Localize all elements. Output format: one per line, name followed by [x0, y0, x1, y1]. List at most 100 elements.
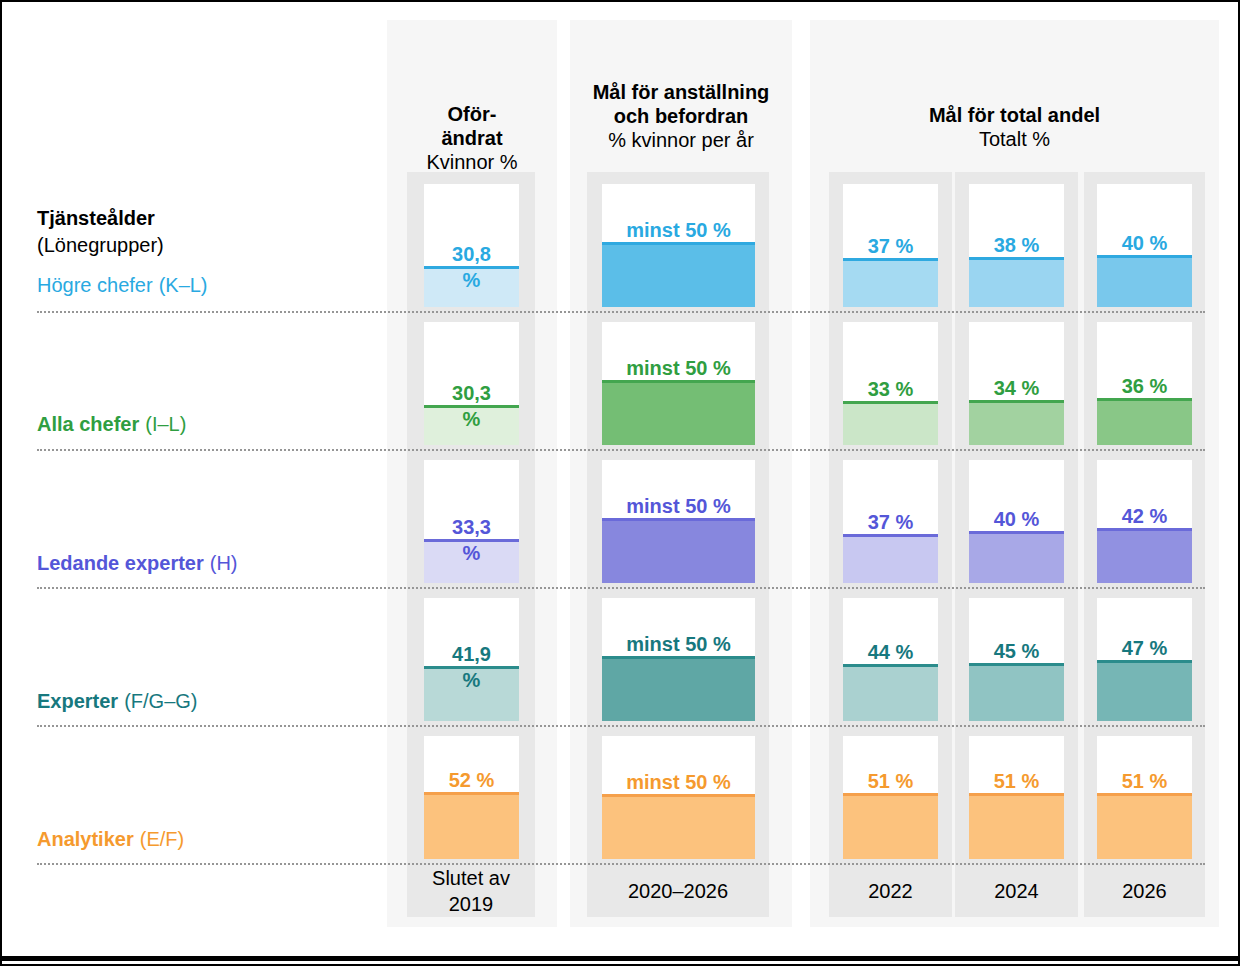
bar-fill: [843, 404, 938, 445]
bar-top-line: [1097, 398, 1192, 401]
column-group-header-line: Mål för total andel: [810, 103, 1219, 127]
bar-value-unit-label: %: [424, 409, 519, 430]
column-footer-line: 2024: [994, 878, 1039, 904]
bar-top-line: [843, 401, 938, 404]
bar-cell: 33 %: [843, 322, 938, 445]
bar-cell: 42 %: [1097, 460, 1192, 583]
bar-cell: minst 50 %: [602, 322, 755, 445]
bar-value-label: 34 %: [969, 377, 1064, 399]
row-label: Analytiker (E/F): [37, 828, 184, 850]
bar-value-label: 33 %: [843, 378, 938, 400]
bar-top-line: [1097, 528, 1192, 531]
bar-top-line: [1097, 793, 1192, 796]
row-separator-dotted-line: [37, 311, 1205, 313]
bar-cell: minst 50 %: [602, 736, 755, 859]
column-footer-line: Slutet av: [432, 865, 510, 891]
bar-fill: [602, 245, 755, 307]
bar-value-label: 40 %: [1097, 232, 1192, 254]
bar-fill: [1097, 663, 1192, 721]
bar-fill: [1097, 531, 1192, 583]
column-group-header-line: % kvinnor per år: [570, 128, 792, 152]
column-footer: 2020–2026: [587, 866, 769, 916]
column-group-header: Mål för anställningoch befordran% kvinno…: [570, 80, 792, 152]
column-footer-line: 2022: [868, 878, 913, 904]
bar-top-line: [843, 793, 938, 796]
bar-fill: [602, 797, 755, 859]
bar-cell: 37 %: [843, 460, 938, 583]
column-group-header-line: Kvinnor %: [387, 150, 557, 174]
column-group-header-line: ändrat: [387, 126, 557, 150]
bar-cell: 30,3%: [424, 322, 519, 445]
column-group-header: Mål för total andelTotalt %: [810, 103, 1219, 151]
bar-cell: 33,3%: [424, 460, 519, 583]
row-label: Högre chefer(K–L): [37, 274, 208, 296]
bar-value-label: 37 %: [843, 511, 938, 533]
bar-value-label: 51 %: [1097, 770, 1192, 792]
column-group-header-line: och befordran: [570, 104, 792, 128]
bar-top-line: [969, 793, 1064, 796]
bar-top-line: [969, 531, 1064, 534]
bar-cell: 47 %: [1097, 598, 1192, 721]
bar-value-label: minst 50 %: [602, 219, 755, 241]
bar-value-unit-label: %: [424, 270, 519, 291]
bar-cell: 41,9%: [424, 598, 519, 721]
bar-cell: 30,8%: [424, 184, 519, 307]
row-label-suffix: (E/F): [140, 828, 184, 850]
bar-top-line: [1097, 660, 1192, 663]
bar-top-line: [843, 534, 938, 537]
bar-value-unit-label: %: [424, 670, 519, 691]
row-label: Experter (F/G–G): [37, 690, 198, 712]
bar-value-label: 30,8: [424, 243, 519, 265]
bar-fill: [843, 261, 938, 307]
row-axis-title-main: Tjänsteålder: [37, 205, 164, 232]
bar-fill: [1097, 401, 1192, 445]
bar-cell: 45 %: [969, 598, 1064, 721]
row-label-name: Analytiker: [37, 828, 134, 850]
bar-fill: [1097, 796, 1192, 859]
bar-value-label: 52 %: [424, 769, 519, 791]
bar-cell: 51 %: [1097, 736, 1192, 859]
bar-value-label: 51 %: [843, 770, 938, 792]
bar-fill: [843, 667, 938, 721]
bar-value-label: 51 %: [969, 770, 1064, 792]
bar-cell: 51 %: [969, 736, 1064, 859]
bar-cell: minst 50 %: [602, 460, 755, 583]
bar-cell: minst 50 %: [602, 598, 755, 721]
bar-top-line: [602, 656, 755, 659]
column-group-header-line: Totalt %: [810, 127, 1219, 151]
bar-value-label: 44 %: [843, 641, 938, 663]
row-axis-title-sub: (Lönegrupper): [37, 232, 164, 259]
bar-fill: [843, 537, 938, 583]
bar-cell: 40 %: [1097, 184, 1192, 307]
bar-fill: [969, 534, 1064, 583]
gender-targets-chart: Tjänsteålder (Lönegrupper) Oför-ändratKv…: [0, 0, 1240, 966]
bar-value-label: minst 50 %: [602, 357, 755, 379]
bar-top-line: [602, 380, 755, 383]
bar-top-line: [843, 664, 938, 667]
bar-value-label: 33,3: [424, 516, 519, 538]
row-axis-title: Tjänsteålder (Lönegrupper): [37, 205, 164, 259]
bar-fill: [1097, 258, 1192, 307]
row-label: Ledande experter(H): [37, 552, 238, 574]
bar-cell: 51 %: [843, 736, 938, 859]
bar-top-line: [969, 400, 1064, 403]
row-label-suffix: (K–L): [159, 274, 208, 296]
bar-value-label: 40 %: [969, 508, 1064, 530]
row-separator-dotted-line: [37, 587, 1205, 589]
bar-value-label: 30,3: [424, 382, 519, 404]
row-label-name: Experter: [37, 690, 118, 712]
bar-fill: [969, 666, 1064, 721]
row-label-suffix: (F/G–G): [124, 690, 197, 712]
bar-top-line: [1097, 255, 1192, 258]
row-label-name: Ledande experter: [37, 552, 204, 574]
bar-value-label: 36 %: [1097, 375, 1192, 397]
column-footer: 2024: [955, 866, 1078, 916]
bar-cell: 34 %: [969, 322, 1064, 445]
bar-top-line: [602, 794, 755, 797]
bar-fill: [424, 795, 519, 859]
bar-cell: 37 %: [843, 184, 938, 307]
column-group-header-line: Mål för anställning: [570, 80, 792, 104]
bar-value-label: 42 %: [1097, 505, 1192, 527]
bar-value-unit-label: %: [424, 543, 519, 564]
bar-cell: 38 %: [969, 184, 1064, 307]
